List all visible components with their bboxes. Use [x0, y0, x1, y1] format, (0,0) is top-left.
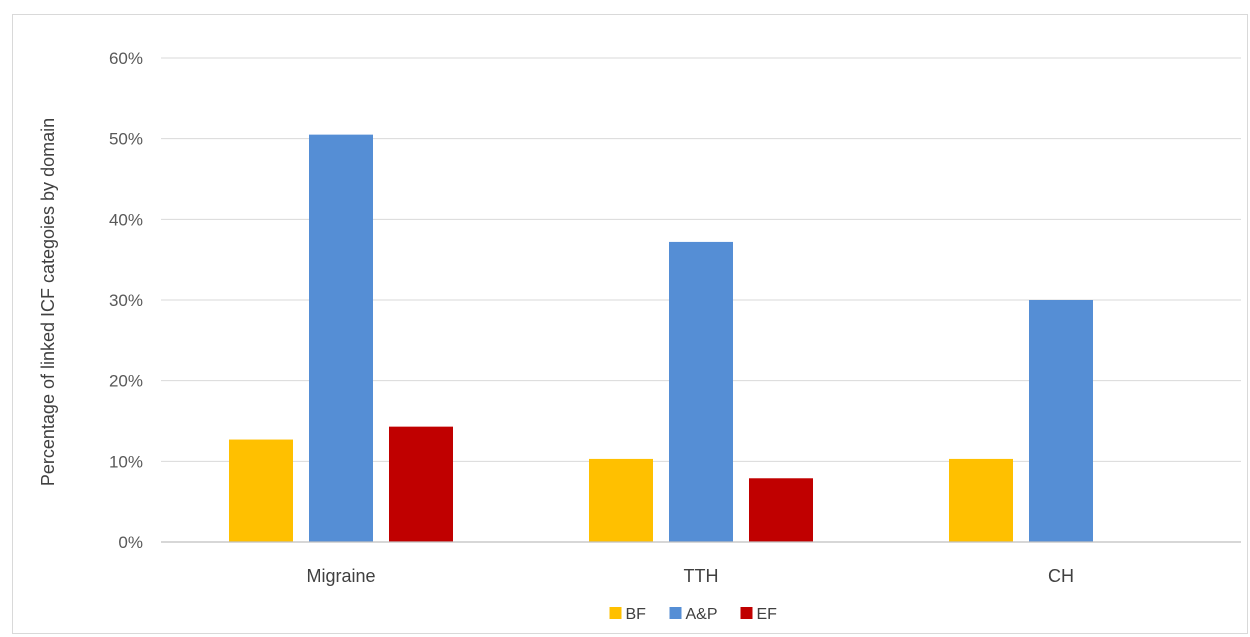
x-axis-categories: Migraine TTH CH — [306, 566, 1074, 586]
legend-item: BF — [609, 606, 647, 623]
bars — [229, 134, 1093, 543]
x-category-label: Migraine — [306, 566, 375, 586]
y-tick-label: 20% — [109, 372, 143, 391]
chart-frame: 0% 10% 20% 30% 40% 50% 60% Migraine TTH CH Perce… — [12, 14, 1248, 634]
bar-ap-migraine — [309, 134, 373, 542]
bar-ef-migraine — [389, 426, 453, 542]
bar-ap-tth — [669, 241, 733, 543]
legend-label: EF — [757, 606, 778, 623]
y-axis-title: Percentage of linked ICF categoies by do… — [38, 118, 58, 486]
legend-item: A&P — [669, 606, 718, 623]
legend-label: A&P — [686, 606, 718, 623]
y-tick-label: 0% — [118, 533, 143, 552]
x-category-label: TTH — [684, 566, 719, 586]
y-tick-label: 40% — [109, 210, 143, 229]
legend-swatch — [740, 607, 753, 619]
y-tick-label: 50% — [109, 130, 143, 149]
y-axis-ticks: 0% 10% 20% 30% 40% 50% 60% — [109, 49, 143, 552]
bar-bf-ch — [949, 458, 1013, 542]
legend-swatch — [609, 607, 622, 619]
y-tick-label: 30% — [109, 291, 143, 310]
y-tick-label: 60% — [109, 49, 143, 68]
legend-label: BF — [626, 606, 647, 623]
legend-swatch — [669, 607, 682, 619]
bar-bf-tth — [589, 458, 653, 542]
x-category-label: CH — [1048, 566, 1074, 586]
legend: BF A&P EF — [609, 606, 778, 623]
bar-ap-ch — [1029, 300, 1093, 542]
bar-bf-migraine — [229, 439, 293, 542]
legend-item: EF — [740, 606, 778, 623]
bar-ef-tth — [749, 478, 813, 542]
bar-chart: 0% 10% 20% 30% 40% 50% 60% Migraine TTH CH Perce… — [38, 49, 1241, 623]
y-tick-label: 10% — [109, 452, 143, 471]
